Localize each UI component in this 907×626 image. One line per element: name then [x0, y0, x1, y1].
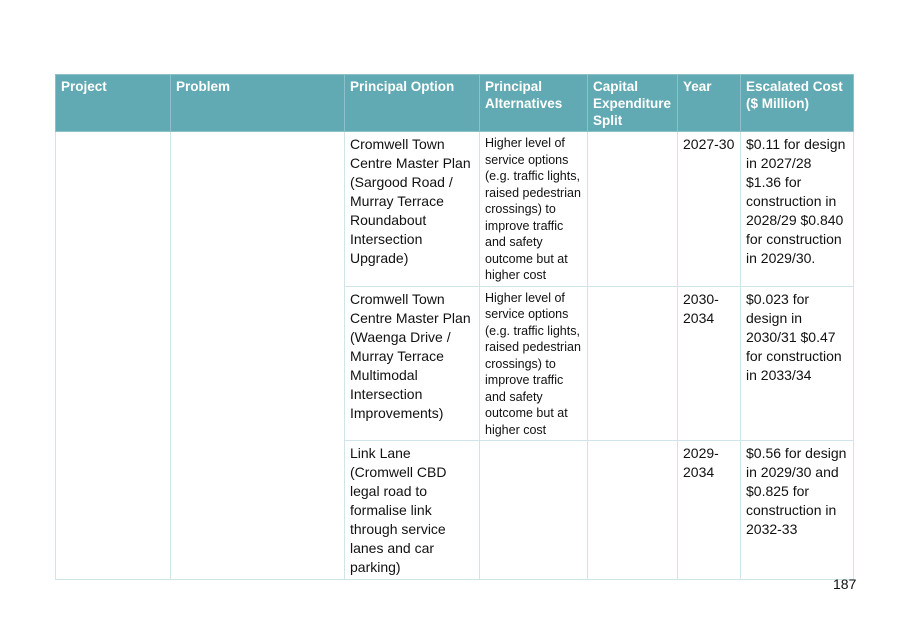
- page-number: 187: [833, 576, 857, 592]
- problem-cell: [170, 131, 345, 580]
- project-cell: [55, 131, 171, 580]
- header-project: Project: [55, 74, 171, 132]
- table-header-row: Project Problem Principal Option Princip…: [55, 74, 854, 132]
- header-problem: Problem: [170, 74, 345, 132]
- year-cell: 2027-30: [677, 131, 741, 287]
- principal-option-cell: Link Lane (Cromwell CBD legal road to fo…: [344, 440, 480, 580]
- principal-alternatives-cell: Higher level of service options (e.g. tr…: [479, 285, 588, 441]
- escalated-cost-cell: $0.11 for design in 2027/28 $1.36 for co…: [740, 131, 854, 287]
- capex-split-cell: [587, 440, 678, 580]
- year-cell: 2029-2034: [677, 440, 741, 580]
- capex-split-cell: [587, 131, 678, 287]
- escalated-cost-cell: $0.56 for design in 2029/30 and $0.825 f…: [740, 440, 854, 580]
- header-escalated-cost: Escalated Cost ($ Million): [740, 74, 854, 132]
- principal-alternatives-cell: [479, 440, 588, 580]
- capex-split-cell: [587, 285, 678, 441]
- escalated-cost-cell: $0.023 for design in 2030/31 $0.47 for c…: [740, 285, 854, 441]
- capital-projects-table: Project Problem Principal Option Princip…: [55, 74, 854, 580]
- table-row: Link Lane (Cromwell CBD legal road to fo…: [56, 440, 854, 580]
- header-principal-alternatives: Principal Alternatives: [479, 74, 588, 132]
- table-row: Cromwell Town Centre Master Plan (Waenga…: [56, 285, 854, 441]
- header-year: Year: [677, 74, 741, 132]
- principal-option-cell: Cromwell Town Centre Master Plan (Waenga…: [344, 285, 480, 441]
- table-row: Cromwell Town Centre Master Plan (Sargoo…: [55, 131, 854, 580]
- header-capital-expenditure-split: Capital Expenditure Split: [587, 74, 678, 132]
- principal-alternatives-cell: Higher level of service options (e.g. tr…: [479, 131, 588, 287]
- header-principal-option: Principal Option: [344, 74, 480, 132]
- year-cell: 2030-2034: [677, 285, 741, 441]
- principal-option-cell: Cromwell Town Centre Master Plan (Sargoo…: [344, 131, 480, 287]
